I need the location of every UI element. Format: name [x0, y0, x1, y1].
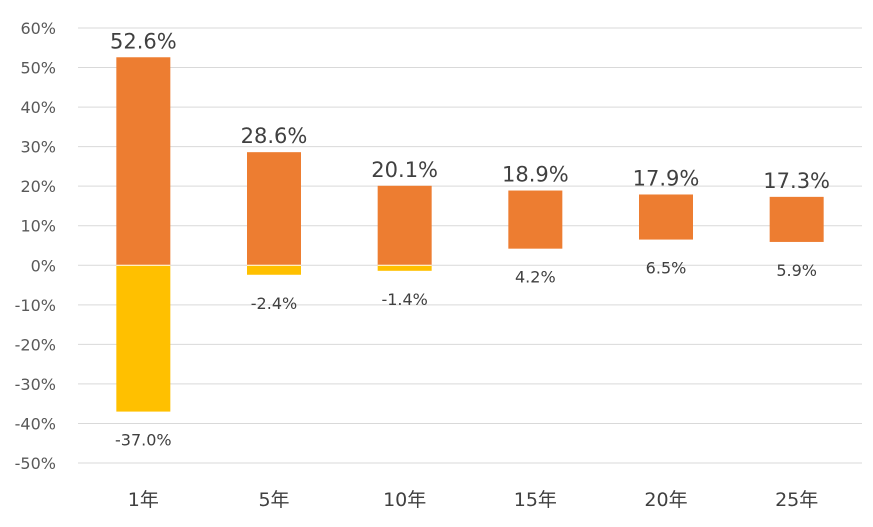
max-value-label: 52.6%	[110, 29, 177, 53]
bar-min-segment	[377, 265, 432, 271]
min-value-label: 6.5%	[646, 259, 687, 278]
bar-max-segment	[116, 57, 171, 266]
data-labels: 52.6% -37.0% 28.6% -2.4% 20.1% -1.4% 18.9% 4.2%…	[110, 29, 830, 449]
y-tick-label: -30%	[15, 375, 56, 394]
y-tick-label: -10%	[15, 296, 56, 315]
y-tick-label: 20%	[20, 177, 56, 196]
min-value-label: -2.4%	[251, 294, 297, 313]
y-tick-label: -50%	[15, 454, 56, 473]
x-category-label: 20年	[644, 489, 687, 511]
bar-min-segment	[116, 265, 171, 412]
y-tick-label: 30%	[20, 138, 56, 157]
bar-max-segment	[377, 185, 432, 266]
bar-min-segment	[247, 265, 301, 275]
y-tick-label: 50%	[20, 59, 56, 78]
x-category-label: 15年	[514, 489, 557, 511]
max-value-label: 28.6%	[241, 124, 308, 148]
min-value-label: -1.4%	[381, 290, 427, 309]
y-tick-label: 0%	[31, 256, 56, 275]
x-category-label: 25年	[775, 489, 818, 511]
bar-range-segment	[769, 196, 824, 242]
gridlines	[78, 27, 862, 464]
y-axis-tick-labels: 60% 50% 40% 30% 20% 10% 0% -10% -20% -30% -40% -50%	[15, 19, 56, 473]
max-value-label: 20.1%	[371, 158, 438, 182]
y-tick-label: -20%	[15, 335, 56, 354]
min-value-label: 4.2%	[515, 268, 556, 287]
bars	[116, 57, 824, 412]
y-tick-label: -40%	[15, 414, 56, 433]
min-value-label: 5.9%	[776, 261, 817, 280]
bar-range-segment	[639, 194, 693, 240]
bar-range-segment	[508, 190, 563, 249]
y-tick-label: 60%	[20, 19, 56, 38]
min-value-label: -37.0%	[115, 431, 172, 450]
x-axis-category-labels: 1年 5年 10年 15年 20年 25年	[128, 489, 818, 511]
max-value-label: 17.3%	[763, 169, 830, 193]
max-value-label: 17.9%	[633, 166, 700, 190]
max-value-label: 18.9%	[502, 163, 569, 187]
x-category-label: 10年	[383, 489, 426, 511]
bar-max-segment	[247, 152, 301, 266]
y-tick-label: 40%	[20, 98, 56, 117]
x-category-label: 1年	[128, 489, 159, 511]
y-tick-label: 10%	[20, 217, 56, 236]
x-category-label: 5年	[258, 489, 289, 511]
